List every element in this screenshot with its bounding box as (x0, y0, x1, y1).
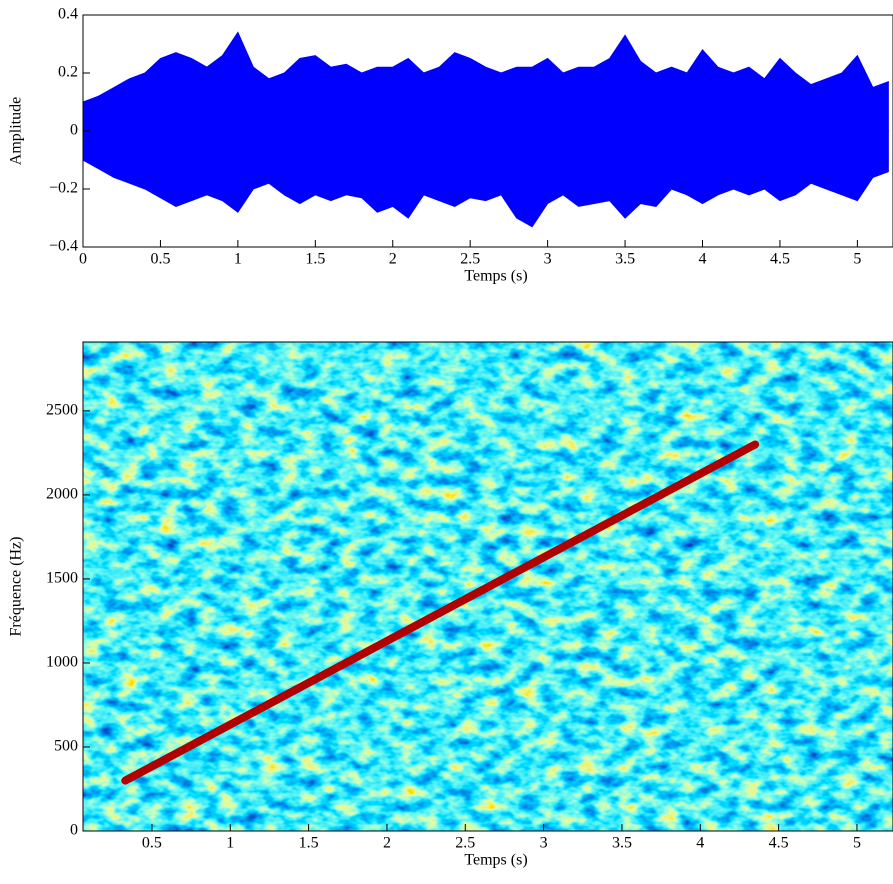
y-axis-label: Amplitude (8, 97, 25, 165)
y-tick-label: 0 (70, 122, 78, 139)
plot-area (83, 31, 889, 228)
x-axis-label: Temps (s) (464, 852, 527, 869)
signal-envelope (83, 31, 889, 132)
x-tick-label: 0 (79, 251, 87, 268)
x-tick-label: 3.5 (615, 251, 635, 268)
x-axis-label: Temps (s) (464, 268, 527, 285)
x-tick-label: 2.5 (460, 251, 480, 268)
x-tick-label: 5 (853, 835, 861, 852)
x-tick-label: 3.5 (612, 835, 632, 852)
x-tick-label: 1 (226, 835, 234, 852)
y-tick-label: 2500 (46, 402, 78, 419)
y-tick-label: 1000 (46, 654, 78, 671)
chirp-line (121, 440, 760, 785)
x-tick-label: 4 (699, 251, 707, 268)
y-tick-label: −0.4 (49, 238, 78, 255)
y-tick-label: 0.2 (58, 64, 78, 81)
x-tick-label: 4.5 (770, 251, 790, 268)
x-tick-label: 3 (540, 835, 548, 852)
x-tick-label: 4 (696, 835, 704, 852)
y-tick-label: 1500 (46, 570, 78, 587)
y-tick-label: −0.2 (49, 180, 78, 197)
plot-area (83, 342, 893, 831)
y-tick-label: 2000 (46, 486, 78, 503)
x-tick-label: 0.5 (142, 835, 162, 852)
x-tick-label: 5 (853, 251, 861, 268)
x-tick-label: 2.5 (455, 835, 475, 852)
y-axis-label: Fréquence (Hz) (8, 537, 25, 637)
x-tick-label: 0.5 (150, 251, 170, 268)
y-tick-label: 0.4 (58, 6, 78, 23)
signal-envelope (83, 130, 889, 228)
axes-box (82, 341, 893, 832)
x-tick-label: 1 (234, 251, 242, 268)
x-tick-label: 3 (544, 251, 552, 268)
x-tick-label: 4.5 (769, 835, 789, 852)
x-tick-label: 1.5 (305, 251, 325, 268)
x-tick-label: 1.5 (299, 835, 319, 852)
y-tick-label: 0 (70, 822, 78, 839)
x-tick-label: 2 (383, 835, 391, 852)
y-tick-label: 500 (54, 738, 78, 755)
x-tick-label: 2 (389, 251, 397, 268)
